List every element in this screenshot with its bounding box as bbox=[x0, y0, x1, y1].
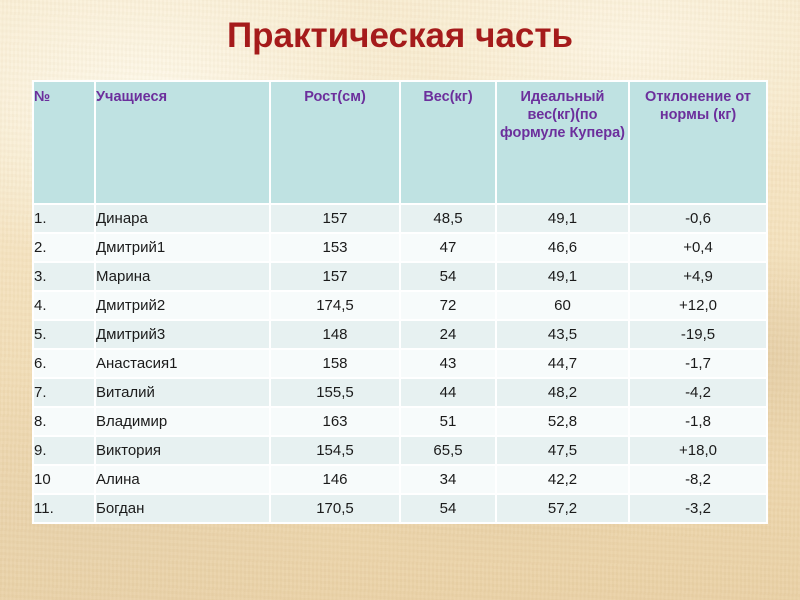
cell-weight: 44 bbox=[399, 377, 497, 408]
cell-height: 148 bbox=[269, 319, 401, 350]
table-row: 4. Дмитрий2 174,5 72 60 +12,0 bbox=[32, 290, 768, 321]
cell-weight: 51 bbox=[399, 406, 497, 437]
cell-height: 170,5 bbox=[269, 493, 401, 524]
measurements-table: № Учащиеся Рост(см) Вес(кг) Идеальный ве… bbox=[32, 80, 768, 524]
cell-name: Алина bbox=[94, 464, 271, 495]
table-row: 2. Дмитрий1 153 47 46,6 +0,4 bbox=[32, 232, 768, 263]
cell-deviation: -8,2 bbox=[628, 464, 768, 495]
cell-number: 4. bbox=[32, 290, 96, 321]
column-header-weight: Вес(кг) bbox=[399, 80, 497, 205]
cell-ideal: 46,6 bbox=[495, 232, 630, 263]
table-header: № Учащиеся Рост(см) Вес(кг) Идеальный ве… bbox=[32, 80, 768, 205]
page-title: Практическая часть bbox=[226, 16, 573, 55]
cell-number: 8. bbox=[32, 406, 96, 437]
cell-name: Дмитрий3 bbox=[94, 319, 271, 350]
cell-number: 1. bbox=[32, 203, 96, 234]
table-row: 5. Дмитрий3 148 24 43,5 -19,5 bbox=[32, 319, 768, 350]
cell-number: 6. bbox=[32, 348, 96, 379]
cell-name: Богдан bbox=[94, 493, 271, 524]
cell-weight: 54 bbox=[399, 261, 497, 292]
cell-ideal: 57,2 bbox=[495, 493, 630, 524]
table-row: 9. Виктория 154,5 65,5 47,5 +18,0 bbox=[32, 435, 768, 466]
cell-ideal: 49,1 bbox=[495, 261, 630, 292]
cell-name: Динара bbox=[94, 203, 271, 234]
cell-deviation: +12,0 bbox=[628, 290, 768, 321]
cell-number: 5. bbox=[32, 319, 96, 350]
cell-weight: 54 bbox=[399, 493, 497, 524]
cell-ideal: 47,5 bbox=[495, 435, 630, 466]
cell-weight: 65,5 bbox=[399, 435, 497, 466]
cell-weight: 34 bbox=[399, 464, 497, 495]
student-measurements-table: № Учащиеся Рост(см) Вес(кг) Идеальный ве… bbox=[32, 80, 768, 524]
table-row: 8. Владимир 163 51 52,8 -1,8 bbox=[32, 406, 768, 437]
cell-number: 10 bbox=[32, 464, 96, 495]
column-header-number: № bbox=[32, 80, 96, 205]
cell-deviation: -1,7 bbox=[628, 348, 768, 379]
cell-name: Виталий bbox=[94, 377, 271, 408]
cell-height: 154,5 bbox=[269, 435, 401, 466]
cell-height: 158 bbox=[269, 348, 401, 379]
cell-deviation: +0,4 bbox=[628, 232, 768, 263]
cell-weight: 72 bbox=[399, 290, 497, 321]
cell-ideal: 52,8 bbox=[495, 406, 630, 437]
cell-deviation: -4,2 bbox=[628, 377, 768, 408]
cell-name: Дмитрий1 bbox=[94, 232, 271, 263]
cell-height: 174,5 bbox=[269, 290, 401, 321]
cell-height: 146 bbox=[269, 464, 401, 495]
cell-height: 157 bbox=[269, 261, 401, 292]
cell-ideal: 43,5 bbox=[495, 319, 630, 350]
cell-number: 3. bbox=[32, 261, 96, 292]
cell-deviation: -0,6 bbox=[628, 203, 768, 234]
cell-name: Виктория bbox=[94, 435, 271, 466]
cell-height: 155,5 bbox=[269, 377, 401, 408]
cell-ideal: 44,7 bbox=[495, 348, 630, 379]
cell-number: 2. bbox=[32, 232, 96, 263]
column-header-height: Рост(см) bbox=[269, 80, 401, 205]
table-row: 3. Марина 157 54 49,1 +4,9 bbox=[32, 261, 768, 292]
table-row: 11. Богдан 170,5 54 57,2 -3,2 bbox=[32, 493, 768, 524]
table-row: 1. Динара 157 48,5 49,1 -0,6 bbox=[32, 203, 768, 234]
column-header-deviation: Отклонение от нормы (кг) bbox=[628, 80, 768, 205]
cell-ideal: 49,1 bbox=[495, 203, 630, 234]
table-header-row: № Учащиеся Рост(см) Вес(кг) Идеальный ве… bbox=[32, 80, 768, 205]
cell-deviation: -1,8 bbox=[628, 406, 768, 437]
cell-name: Марина bbox=[94, 261, 271, 292]
cell-deviation: -3,2 bbox=[628, 493, 768, 524]
cell-height: 163 bbox=[269, 406, 401, 437]
table-row: 10 Алина 146 34 42,2 -8,2 bbox=[32, 464, 768, 495]
table-row: 7. Виталий 155,5 44 48,2 -4,2 bbox=[32, 377, 768, 408]
cell-weight: 47 bbox=[399, 232, 497, 263]
cell-ideal: 60 bbox=[495, 290, 630, 321]
cell-height: 153 bbox=[269, 232, 401, 263]
cell-name: Анастасия1 bbox=[94, 348, 271, 379]
table-row: 6. Анастасия1 158 43 44,7 -1,7 bbox=[32, 348, 768, 379]
cell-number: 9. bbox=[32, 435, 96, 466]
cell-number: 11. bbox=[32, 493, 96, 524]
column-header-students: Учащиеся bbox=[94, 80, 271, 205]
column-header-ideal-weight: Идеальный вес(кг)(по формуле Купера) bbox=[495, 80, 630, 205]
cell-deviation: +18,0 bbox=[628, 435, 768, 466]
cell-weight: 24 bbox=[399, 319, 497, 350]
cell-name: Дмитрий2 bbox=[94, 290, 271, 321]
cell-weight: 43 bbox=[399, 348, 497, 379]
cell-height: 157 bbox=[269, 203, 401, 234]
cell-ideal: 48,2 bbox=[495, 377, 630, 408]
cell-ideal: 42,2 bbox=[495, 464, 630, 495]
cell-deviation: -19,5 bbox=[628, 319, 768, 350]
cell-name: Владимир bbox=[94, 406, 271, 437]
table-body: 1. Динара 157 48,5 49,1 -0,6 2. Дмитрий1 153 47 46… bbox=[32, 203, 768, 524]
cell-deviation: +4,9 bbox=[628, 261, 768, 292]
cell-weight: 48,5 bbox=[399, 203, 497, 234]
cell-number: 7. bbox=[32, 377, 96, 408]
